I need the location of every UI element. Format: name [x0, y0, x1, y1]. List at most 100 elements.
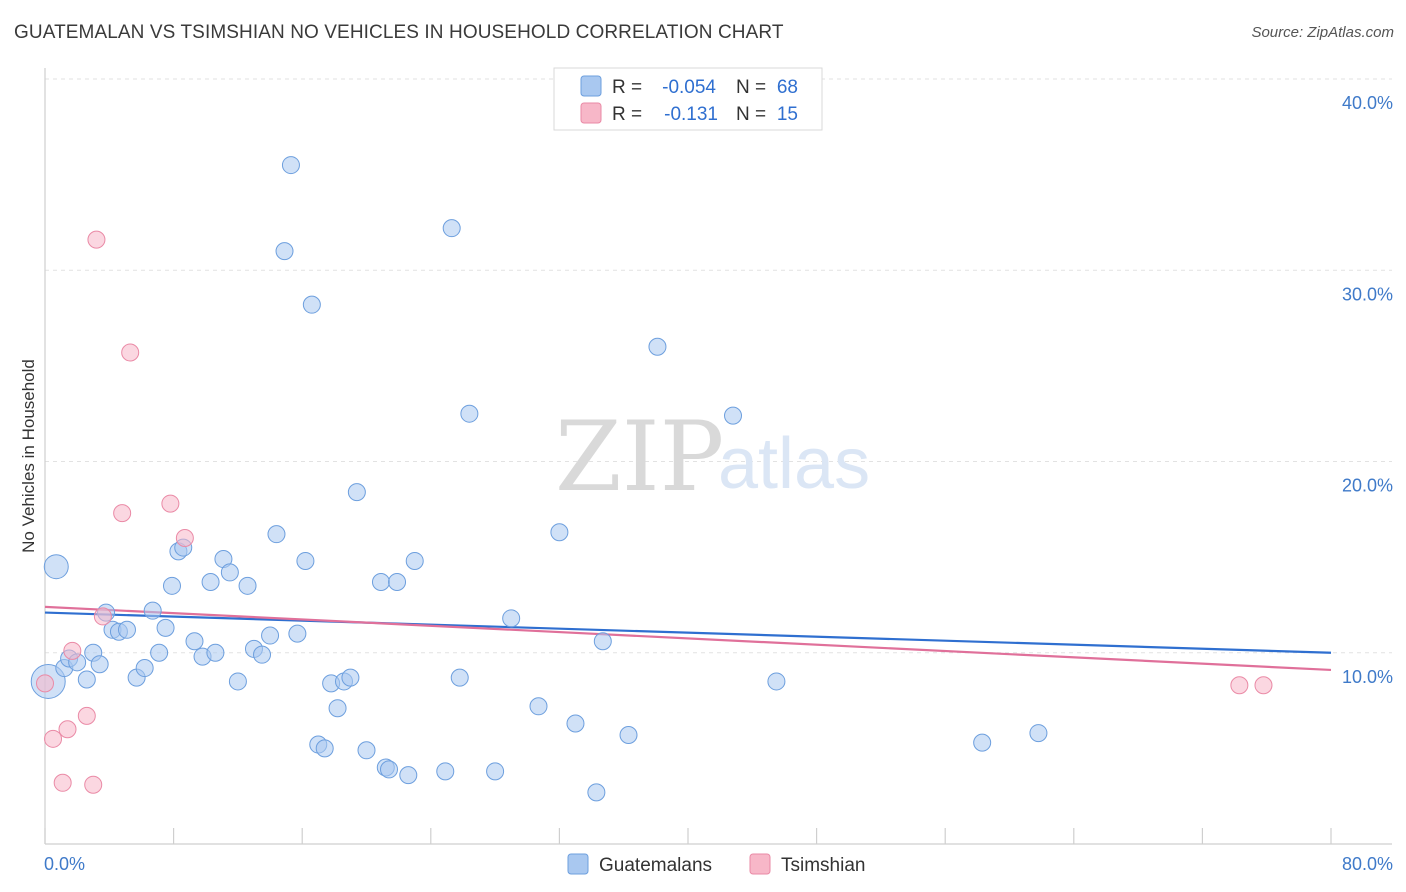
guatemalans-point-47: [380, 760, 399, 779]
tsimshian-point-2: [53, 773, 72, 792]
axes: [44, 68, 1392, 845]
guatemalans-point-1: [43, 554, 69, 580]
y-tick-label-2: 30.0%: [1342, 284, 1393, 304]
x-tick-label-0: 0.0%: [44, 854, 85, 874]
guatemalans-point-54: [460, 404, 479, 423]
guatemalans-point-59: [566, 714, 585, 733]
grid-lines: [45, 78, 1392, 654]
guatemalans-point-40: [328, 699, 347, 718]
legend-n-value-1: 15: [777, 104, 798, 125]
guatemalans-point-64: [724, 406, 743, 425]
trend-lines: [44, 605, 1332, 672]
watermark-zip: ZIP: [555, 401, 724, 513]
tsimshian-point-14: [1254, 676, 1273, 695]
legend-r-value-0: -0.054: [662, 77, 716, 98]
guatemalans-point-11: [117, 620, 136, 639]
guatemalans-point-62: [619, 725, 638, 744]
guatemalans-point-44: [357, 741, 376, 760]
tsimshian-point-1: [44, 729, 63, 748]
guatemalans-point-7: [90, 655, 109, 674]
guatemalans-point-25: [220, 563, 239, 582]
guatemalans-point-60: [587, 783, 606, 802]
guatemalans-point-51: [436, 762, 455, 781]
tsimshian-point-7: [87, 230, 106, 249]
guatemalans-point-34: [288, 624, 307, 643]
series-legend-label-guatemalans: Guatemalans: [599, 855, 712, 876]
guatemalans-point-14: [143, 601, 162, 620]
y-axis-label: No Vehicles in Household: [19, 359, 38, 553]
guatemalans-point-52: [442, 219, 461, 238]
legend-r-label-1: R =: [612, 104, 642, 125]
tsimshian-point-9: [113, 504, 132, 523]
series-legend: Guatemalans Tsimshian: [567, 853, 865, 876]
legend-n-label-1: N =: [736, 104, 766, 125]
y-tick-labels: 10.0% 20.0% 30.0% 40.0%: [1342, 93, 1393, 687]
watermark: ZIP atlas: [555, 401, 870, 513]
guatemalans-point-49: [399, 766, 418, 785]
guatemalans-point-15: [150, 643, 169, 662]
guatemalans-point-45: [371, 572, 390, 591]
guatemalans-point-65: [767, 672, 786, 691]
legend-r-label-0: R =: [612, 77, 642, 98]
guatemalans-point-63: [648, 337, 667, 356]
source-label: Source: ZipAtlas.com: [1251, 24, 1394, 41]
guatemalans-point-55: [486, 762, 505, 781]
legend-n-label-0: N =: [736, 77, 766, 98]
correlation-legend: R = -0.054 N = 68 R = -0.131 N = 15: [553, 67, 823, 131]
guatemalans-trend-line: [44, 611, 1332, 654]
guatemalans-point-16: [156, 618, 175, 637]
guatemalans-point-67: [1029, 724, 1048, 743]
legend-n-value-0: 68: [777, 77, 798, 98]
guatemalans-point-31: [267, 525, 286, 544]
legend-swatch-tsimshian: [580, 102, 602, 124]
tsimshian-point-0: [36, 674, 54, 693]
guatemalans-point-61: [593, 632, 612, 651]
guatemalans-point-53: [450, 668, 469, 687]
guatemalans-point-17: [162, 576, 181, 595]
guatemalans-point-22: [201, 572, 220, 591]
tsimshian-point-11: [161, 494, 180, 513]
series-legend-swatch-guatemalans: [567, 853, 589, 875]
guatemalans-point-5: [77, 670, 96, 689]
watermark-atlas: atlas: [718, 424, 870, 504]
tsimshian-trend-line: [44, 605, 1332, 672]
tsimshian-point-8: [93, 607, 112, 626]
series-legend-label-tsimshian: Tsimshian: [781, 855, 865, 876]
guatemalans-point-35: [296, 551, 315, 570]
tsimshian-point-6: [84, 775, 103, 794]
chart-title: GUATEMALAN VS TSIMSHIAN NO VEHICLES IN H…: [14, 22, 784, 43]
y-tick-label-1: 20.0%: [1342, 476, 1393, 496]
tsimshian-point-13: [1230, 676, 1249, 695]
x-tick-labels: 0.0% 80.0%: [44, 854, 1393, 874]
guatemalans-point-48: [388, 572, 407, 591]
tsimshian-point-3: [58, 720, 77, 739]
tsimshian-point-10: [121, 343, 140, 362]
guatemalans-point-30: [261, 626, 280, 645]
guatemalans-point-29: [253, 645, 272, 664]
guatemalans-point-32: [275, 242, 294, 261]
guatemalans-point-50: [405, 551, 424, 570]
series-legend-swatch-tsimshian: [749, 853, 771, 875]
legend-r-value-1: -0.131: [664, 104, 718, 125]
guatemalans-point-43: [347, 483, 366, 502]
guatemalans-point-66: [973, 733, 992, 752]
guatemalans-point-42: [341, 668, 360, 687]
guatemalans-point-23: [206, 643, 225, 662]
x-tick-label-1: 80.0%: [1342, 854, 1393, 874]
tsimshian-point-4: [63, 641, 82, 660]
guatemalans-point-26: [228, 672, 247, 691]
data-points: [30, 156, 1273, 802]
guatemalans-point-20: [185, 632, 204, 651]
guatemalans-point-57: [529, 697, 548, 716]
tsimshian-point-5: [77, 706, 96, 725]
tsimshian-point-12: [175, 529, 194, 547]
guatemalans-point-58: [550, 523, 569, 542]
guatemalans-point-38: [315, 739, 334, 758]
y-tick-label-3: 40.0%: [1342, 93, 1393, 113]
guatemalans-point-13: [135, 659, 154, 678]
y-tick-label-0: 10.0%: [1342, 667, 1393, 687]
guatemalans-point-36: [302, 295, 321, 314]
guatemalans-point-27: [238, 576, 257, 595]
legend-swatch-guatemalans: [580, 75, 602, 97]
